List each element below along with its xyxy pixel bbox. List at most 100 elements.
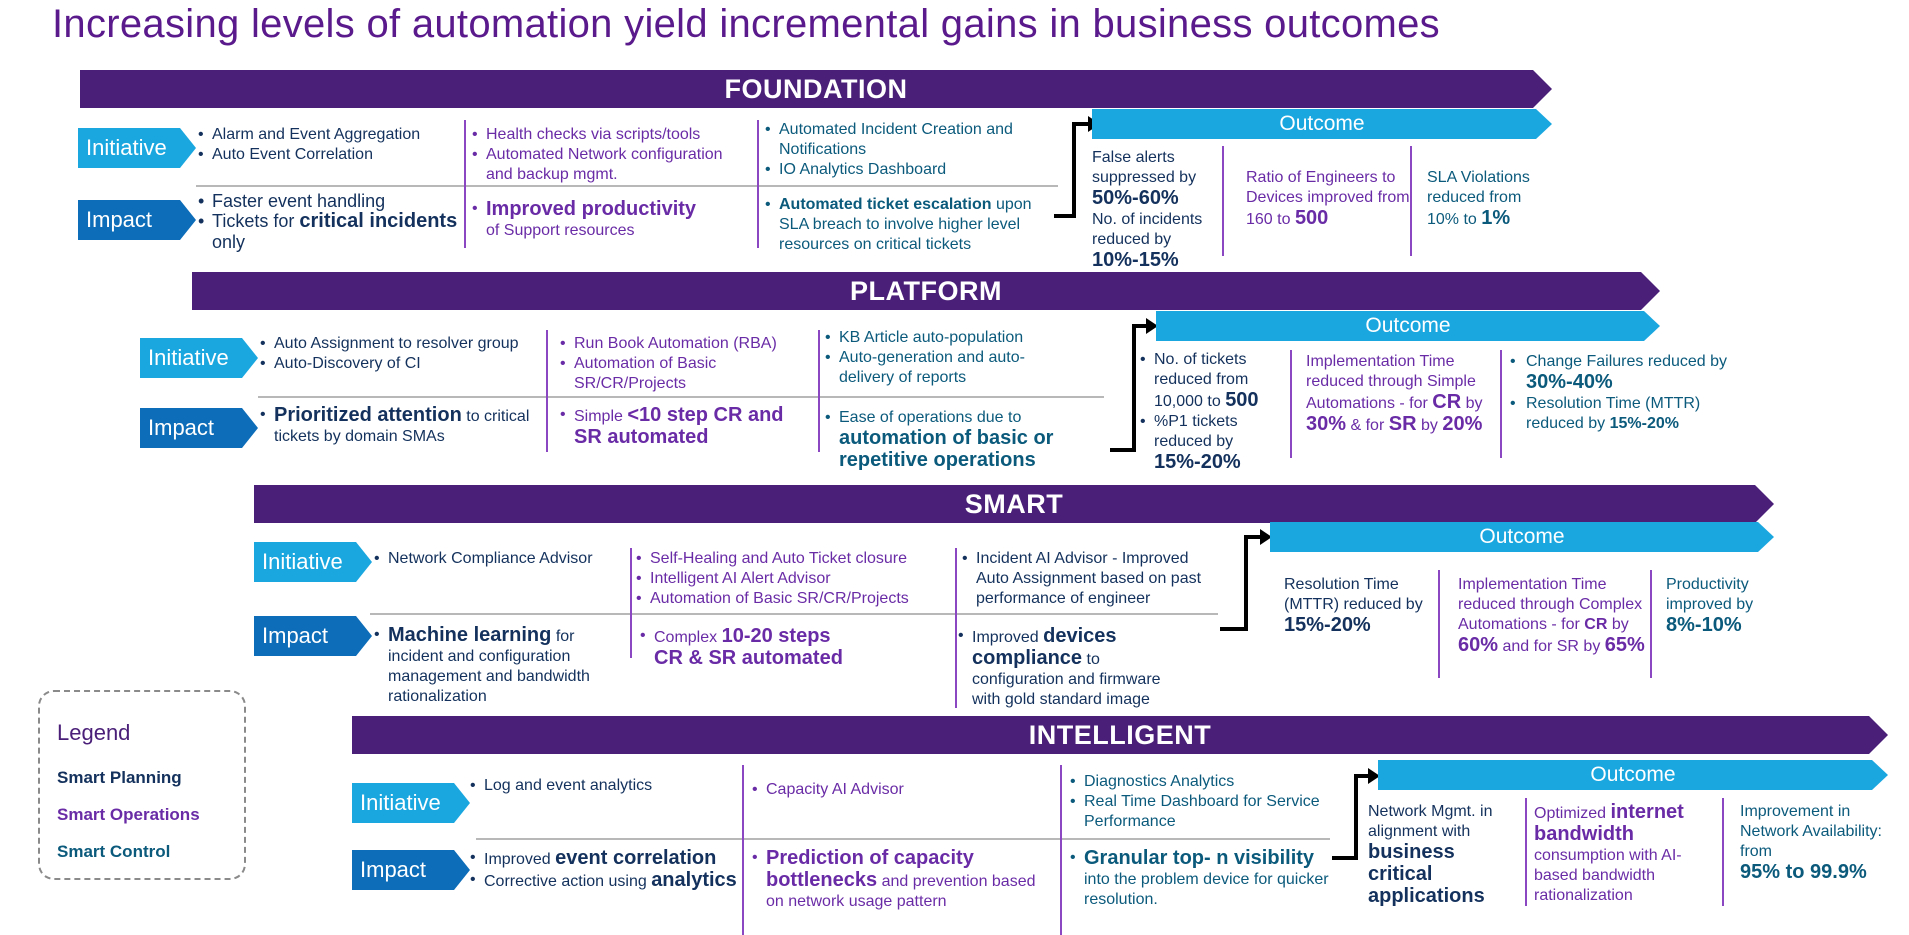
initiative-item: Automation of Basic SR/CR/Projects — [560, 354, 810, 394]
impact-cell: Improved devices compliance to configura… — [958, 626, 1193, 710]
connector-arrow — [1332, 768, 1380, 860]
initiative-item: Capacity AI Advisor — [752, 780, 1002, 800]
initiative-tag: Initiative — [352, 783, 470, 823]
initiative-item: Intelligent AI Alert Advisor — [636, 569, 952, 589]
stage-band-foundation: FOUNDATION — [80, 70, 1552, 108]
initiative-item: Auto Event Correlation — [198, 145, 458, 165]
divider — [546, 330, 548, 452]
initiative-cell: Log and event analytics — [470, 776, 730, 796]
outcome-arrow: Outcome — [1378, 760, 1888, 790]
divider — [818, 330, 820, 452]
impact-tag: Impact — [78, 200, 196, 240]
impact-cell: Simple <10 step CR and SR automated — [560, 405, 810, 449]
divider — [196, 185, 1058, 187]
divider — [1525, 798, 1527, 906]
initiative-cell: Alarm and Event AggregationAuto Event Co… — [198, 125, 458, 165]
outcome-cell: • No. of tickets reduced from 10,000 to 5… — [1140, 351, 1259, 473]
impact-item: Ease of operations due to automation of … — [825, 408, 1080, 472]
impact-item: Machine learning for incident and config… — [374, 625, 624, 707]
divider — [1650, 570, 1652, 678]
divider — [1500, 350, 1502, 458]
stage-band-smart: SMART — [254, 485, 1774, 523]
initiative-cell: Capacity AI Advisor — [752, 780, 1002, 800]
divider — [464, 120, 466, 248]
impact-item: Complex 10-20 steps CR & SR automated — [640, 626, 860, 670]
initiative-cell: Auto Assignment to resolver groupAuto-Di… — [260, 334, 520, 374]
initiative-item: Automation of Basic SR/CR/Projects — [636, 589, 952, 609]
initiative-tag: Initiative — [254, 542, 372, 582]
impact-item: Prioritized attention to critical ticket… — [260, 405, 540, 447]
impact-item: Simple <10 step CR and SR automated — [560, 405, 810, 449]
impact-item: Granular top- n visibility into the prob… — [1070, 848, 1340, 910]
divider — [757, 120, 759, 248]
connector-arrow — [1220, 529, 1272, 631]
legend-item-smart-control: Smart Control — [57, 842, 171, 861]
impact-cell: Machine learning for incident and config… — [374, 625, 624, 707]
initiative-item: IO Analytics Dashboard — [765, 160, 1055, 180]
outcome-cell: Implementation Time reduced through Simp… — [1306, 353, 1483, 435]
initiative-cell: Automated Incident Creation and Notifica… — [765, 120, 1055, 180]
initiative-item: Automated Incident Creation and Notifica… — [765, 120, 1055, 160]
impact-cell: Prediction of capacity bottlenecks and p… — [752, 848, 1042, 912]
divider — [1222, 146, 1224, 256]
initiative-item: Diagnostics Analytics — [1070, 772, 1330, 792]
outcome-cell: Ratio of Engineers to Devices improved f… — [1246, 169, 1410, 229]
outcome-arrow: Outcome — [1270, 522, 1774, 552]
outcome-arrow: Outcome — [1092, 109, 1552, 139]
outcome-cell: Implementation Time reduced through Comp… — [1458, 576, 1645, 656]
impact-tag: Impact — [254, 616, 372, 656]
legend-title: Legend — [57, 720, 131, 745]
impact-cell: Ease of operations due to automation of … — [825, 408, 1080, 472]
impact-cell: Granular top- n visibility into the prob… — [1070, 848, 1340, 910]
divider — [1722, 798, 1724, 906]
initiative-item: Alarm and Event Aggregation — [198, 125, 458, 145]
outcome-cell: SLA Violations reduced from 10% to 1% — [1427, 169, 1530, 229]
outcome-cell: Improvement in Network Availability: fro… — [1740, 803, 1882, 883]
initiative-item: Real Time Dashboard for Service Performa… — [1070, 792, 1330, 832]
divider — [258, 396, 1104, 398]
initiative-item: KB Article auto-population — [825, 328, 1065, 348]
divider — [742, 765, 744, 935]
impact-cell: Improved event correlation Corrective ac… — [470, 848, 742, 892]
impact-item: Faster event handling — [198, 191, 458, 211]
outcome-cell: False alerts suppressed by 50%-60% No. of … — [1092, 149, 1203, 271]
stage-band-intelligent: INTELLIGENT — [352, 716, 1888, 754]
divider — [630, 548, 632, 658]
impact-tag: Impact — [140, 408, 258, 448]
divider — [370, 613, 1218, 615]
initiative-item: Log and event analytics — [470, 776, 730, 796]
impact-item: Prediction of capacity bottlenecks and p… — [752, 848, 1042, 912]
divider — [476, 838, 1330, 840]
impact-cell: Automated ticket escalation upon SLA bre… — [765, 195, 1055, 255]
impact-item: Improved event correlation — [470, 848, 742, 870]
connector-arrow — [1110, 318, 1158, 452]
legend-item-smart-planning: Smart Planning — [57, 768, 182, 787]
stage-band-platform: PLATFORM — [192, 272, 1660, 310]
legend: Legend Smart Planning Smart Operations S… — [38, 690, 246, 880]
initiative-item: Automated Network configuration and back… — [472, 145, 752, 185]
initiative-item: Self-Healing and Auto Ticket closure — [636, 549, 952, 569]
initiative-item: Auto Assignment to resolver group — [260, 334, 520, 354]
initiative-item: Network Compliance Advisor — [374, 549, 624, 569]
impact-item: Tickets for critical incidents only — [198, 211, 458, 253]
outcome-cell: Resolution Time (MTTR) reduced by 15%-20… — [1284, 576, 1423, 636]
initiative-cell: Incident AI Advisor - Improved Auto Assi… — [962, 549, 1217, 609]
initiative-cell: KB Article auto-populationAuto-generatio… — [825, 328, 1065, 388]
outcome-cell: • Change Failures reduced by 30%-40% • Res… — [1510, 353, 1728, 432]
impact-cell: Prioritized attention to critical ticket… — [260, 405, 540, 447]
initiative-tag: Initiative — [140, 338, 258, 378]
initiative-cell: Health checks via scripts/toolsAutomated… — [472, 125, 752, 185]
impact-cell: Faster event handling Tickets for critic… — [198, 191, 458, 252]
initiative-item: Auto-generation and auto-delivery of rep… — [825, 348, 1065, 388]
outcome-cell: Optimized internet bandwidth consumption … — [1534, 801, 1684, 905]
divider — [1060, 765, 1062, 935]
initiative-cell: Run Book Automation (RBA)Automation of B… — [560, 334, 810, 394]
impact-cell: Complex 10-20 steps CR & SR automated — [640, 626, 860, 670]
legend-item-smart-operations: Smart Operations — [57, 805, 200, 824]
initiative-item: Auto-Discovery of CI — [260, 354, 520, 374]
initiative-cell: Network Compliance Advisor — [374, 549, 624, 569]
divider — [1290, 350, 1292, 458]
outcome-arrow: Outcome — [1156, 311, 1660, 341]
divider — [1410, 146, 1412, 256]
